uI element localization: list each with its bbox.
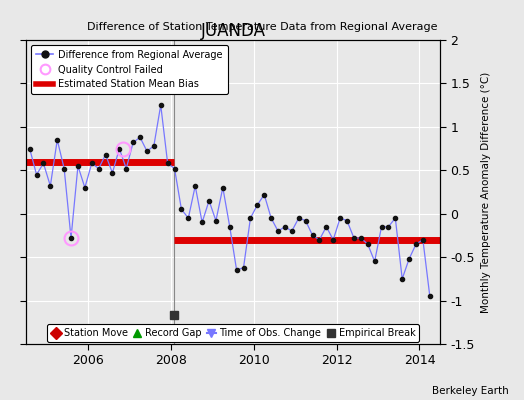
Legend: Station Move, Record Gap, Time of Obs. Change, Empirical Break: Station Move, Record Gap, Time of Obs. C… (47, 324, 419, 342)
Title: JUANDA: JUANDA (201, 22, 266, 40)
Y-axis label: Monthly Temperature Anomaly Difference (°C): Monthly Temperature Anomaly Difference (… (481, 71, 490, 313)
Text: Difference of Station Temperature Data from Regional Average: Difference of Station Temperature Data f… (87, 22, 437, 32)
Text: Berkeley Earth: Berkeley Earth (432, 386, 508, 396)
